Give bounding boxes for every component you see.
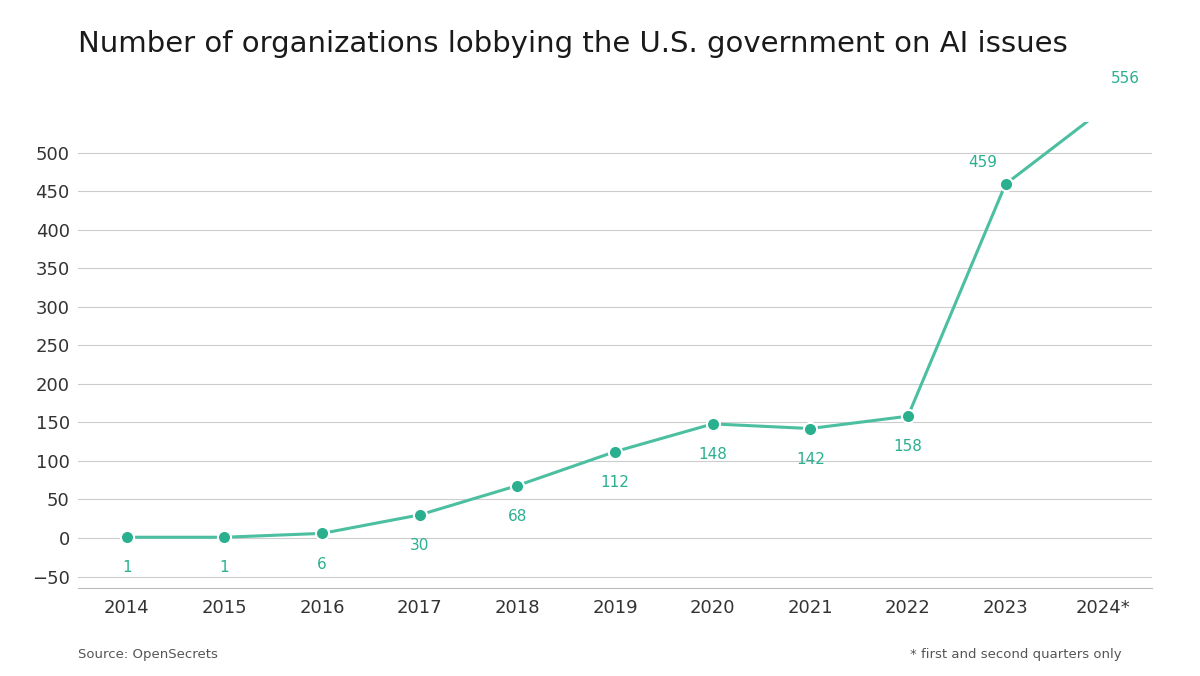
Text: 142: 142 xyxy=(796,452,824,466)
Point xyxy=(899,411,918,422)
Text: 112: 112 xyxy=(600,475,630,490)
Text: 6: 6 xyxy=(317,556,326,571)
Text: 30: 30 xyxy=(410,538,430,553)
Point xyxy=(508,480,527,491)
Text: 1: 1 xyxy=(122,560,132,575)
Point xyxy=(215,532,234,543)
Point xyxy=(996,178,1015,189)
Point xyxy=(118,532,137,543)
Point xyxy=(410,510,430,521)
Text: 1: 1 xyxy=(220,560,229,575)
Point xyxy=(800,423,820,434)
Text: Source: OpenSecrets: Source: OpenSecrets xyxy=(78,648,218,661)
Text: 148: 148 xyxy=(698,447,727,462)
Text: 556: 556 xyxy=(1111,71,1140,87)
Text: 158: 158 xyxy=(894,439,923,454)
Text: 459: 459 xyxy=(968,155,997,170)
Text: * first and second quarters only: * first and second quarters only xyxy=(911,648,1122,661)
Point xyxy=(1093,104,1112,115)
Point xyxy=(312,528,331,539)
Point xyxy=(703,418,722,429)
Text: Number of organizations lobbying the U.S. government on AI issues: Number of organizations lobbying the U.S… xyxy=(78,30,1068,58)
Point xyxy=(606,446,625,457)
Text: 68: 68 xyxy=(508,509,527,524)
